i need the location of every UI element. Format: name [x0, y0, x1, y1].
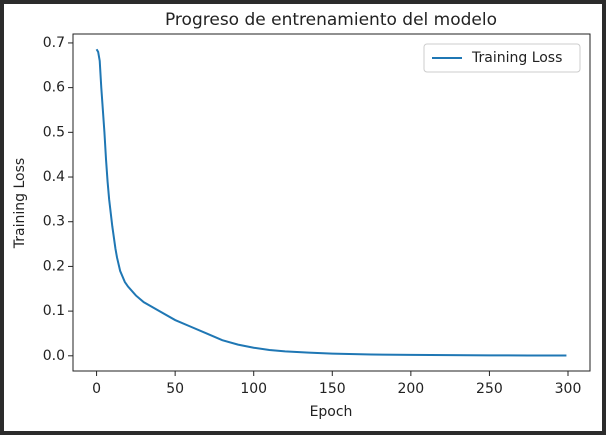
plot-frame: [72, 33, 591, 372]
chart-title: Progreso de entrenamiento del modelo: [165, 10, 497, 30]
y-tick-label: 0.1: [43, 303, 65, 319]
y-tick-label: 0.5: [43, 124, 65, 140]
legend-box: [423, 43, 581, 73]
y-tick-label: 0.3: [43, 214, 65, 230]
x-tick-label: 250: [476, 381, 503, 397]
x-tick-label: 200: [397, 381, 424, 397]
y-tick-label: 0.2: [43, 258, 65, 274]
y-tick-label: 0.6: [43, 80, 65, 96]
data-line: [95, 48, 567, 357]
legend-label: Training Loss: [471, 50, 562, 66]
x-tick-label: 100: [240, 381, 267, 397]
y-tick-label: 0.7: [43, 35, 65, 51]
canvas: [4, 4, 602, 431]
x-axis-label: Epoch: [310, 404, 353, 420]
y-tick-label: 0.0: [43, 348, 65, 364]
x-tick-label: 50: [166, 381, 184, 397]
x-tick-label: 300: [555, 381, 582, 397]
x-tick-label: 150: [319, 381, 346, 397]
x-tick-label: 0: [92, 381, 101, 397]
y-tick-label: 0.4: [43, 169, 65, 185]
y-axis-label: Training Loss: [12, 158, 28, 249]
